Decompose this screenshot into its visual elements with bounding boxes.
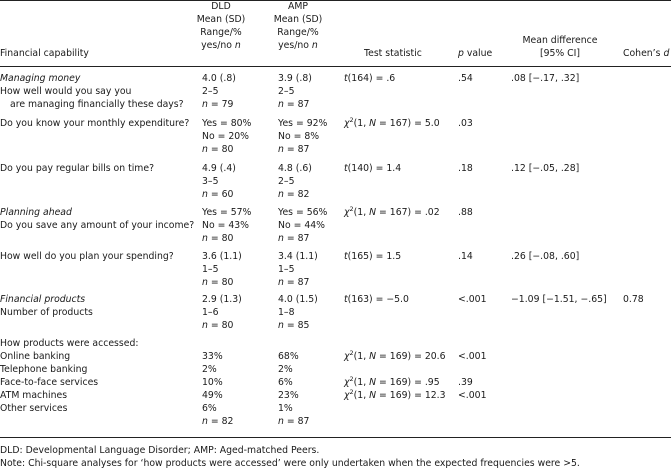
section-label: Managing money [0, 73, 81, 84]
list-item: Face-to-face services [0, 377, 99, 388]
test-statistic: χ2(1, N = 169) = 12.3 [344, 388, 446, 401]
p-value: .88 [458, 207, 473, 218]
row-label: How well would you say you [0, 86, 132, 97]
dld-cell: 4.9 (.4) 3–5 n = 60 [202, 163, 236, 200]
table-bottom-rule [0, 437, 671, 438]
test-statistic: χ2(1, N = 169) = 20.6 [344, 349, 446, 362]
p-value: .18 [458, 163, 473, 174]
row-label: Number of products [0, 307, 93, 318]
list-item: Other services [0, 403, 68, 414]
header-mean-difference: Mean difference [95% CI] [522, 35, 598, 59]
cohens-d-value: 0.78 [623, 294, 644, 305]
table-top-rule [0, 0, 671, 1]
footnote-abbreviations: DLD: Developmental Language Disorder; AM… [0, 445, 320, 456]
amp-cell: 4.0 (1.5) 1–8 n = 85 [278, 294, 318, 331]
header-financial-capability: Financial capability [0, 48, 89, 59]
amp-cell: 68% 2% 6% 23% 1% n = 87 [278, 351, 310, 427]
p-value: <.001 [458, 294, 487, 305]
p-value: <.001 [458, 390, 487, 401]
header-dld: DLD Mean (SD) Range/% yes/no n [196, 1, 246, 51]
row-label: How well do you plan your spending? [0, 251, 174, 262]
amp-cell: Yes = 56% No = 44% n = 87 [278, 207, 328, 244]
row-label: Do you save any amount of your income? [0, 220, 195, 231]
p-value: .03 [458, 118, 473, 129]
dld-cell: Yes = 57% No = 43% n = 80 [202, 207, 252, 244]
test-statistic: χ2(1, N = 169) = .95 [344, 375, 440, 388]
amp-cell: Yes = 92% No = 8% n = 87 [278, 118, 328, 155]
test-statistic: t(163) = −5.0 [344, 294, 409, 305]
mean-difference: .26 [−.08, .60] [511, 251, 580, 262]
p-value: <.001 [458, 351, 487, 362]
header-bottom-rule [0, 66, 671, 67]
test-statistic: t(165) = 1.5 [344, 251, 402, 262]
dld-cell: 4.0 (.8) 2–5 n = 79 [202, 73, 236, 110]
list-item: Telephone banking [0, 364, 88, 375]
section-label: Financial products [0, 294, 86, 305]
section-label: Planning ahead [0, 207, 72, 218]
footnote-note: Note: Chi-square analyses for ‘how produ… [0, 458, 580, 469]
row-label: are managing financially these days? [10, 99, 184, 110]
header-p-value: p value [458, 48, 493, 59]
header-test-statistic: Test statistic [364, 48, 422, 59]
mean-difference: .12 [−.05, .28] [511, 163, 580, 174]
dld-cell: 2.9 (1.3) 1–6 n = 80 [202, 294, 242, 331]
test-statistic: χ2(1, N = 167) = .02 [344, 205, 440, 218]
p-value: .54 [458, 73, 473, 84]
dld-cell: 3.6 (1.1) 1–5 n = 80 [202, 251, 242, 288]
test-statistic: χ2(1, N = 167) = 5.0 [344, 116, 440, 129]
row-label: Do you pay regular bills on time? [0, 163, 155, 174]
amp-cell: 4.8 (.6) 2–5 n = 82 [278, 163, 312, 200]
list-item: Online banking [0, 351, 71, 362]
mean-difference: −1.09 [−1.51, −.65] [511, 294, 607, 305]
list-item: ATM machines [0, 390, 68, 401]
test-statistic: t(140) = 1.4 [344, 163, 402, 174]
header-cohens-d: Cohen’s d [623, 48, 670, 59]
header-amp: AMP Mean (SD) Range/% yes/no n [273, 1, 323, 51]
mean-difference: .08 [−.17, .32] [511, 73, 580, 84]
amp-cell: 3.9 (.8) 2–5 n = 87 [278, 73, 312, 110]
dld-cell: Yes = 80% No = 20% n = 80 [202, 118, 252, 155]
test-statistic: t(164) = .6 [344, 73, 396, 84]
amp-cell: 3.4 (1.1) 1–5 n = 87 [278, 251, 318, 288]
dld-cell: 33% 2% 10% 49% 6% n = 82 [202, 351, 234, 427]
p-value: .14 [458, 251, 473, 262]
row-label: How products were accessed: [0, 338, 139, 349]
p-value: .39 [458, 377, 473, 388]
row-label: Do you know your monthly expenditure? [0, 118, 190, 129]
